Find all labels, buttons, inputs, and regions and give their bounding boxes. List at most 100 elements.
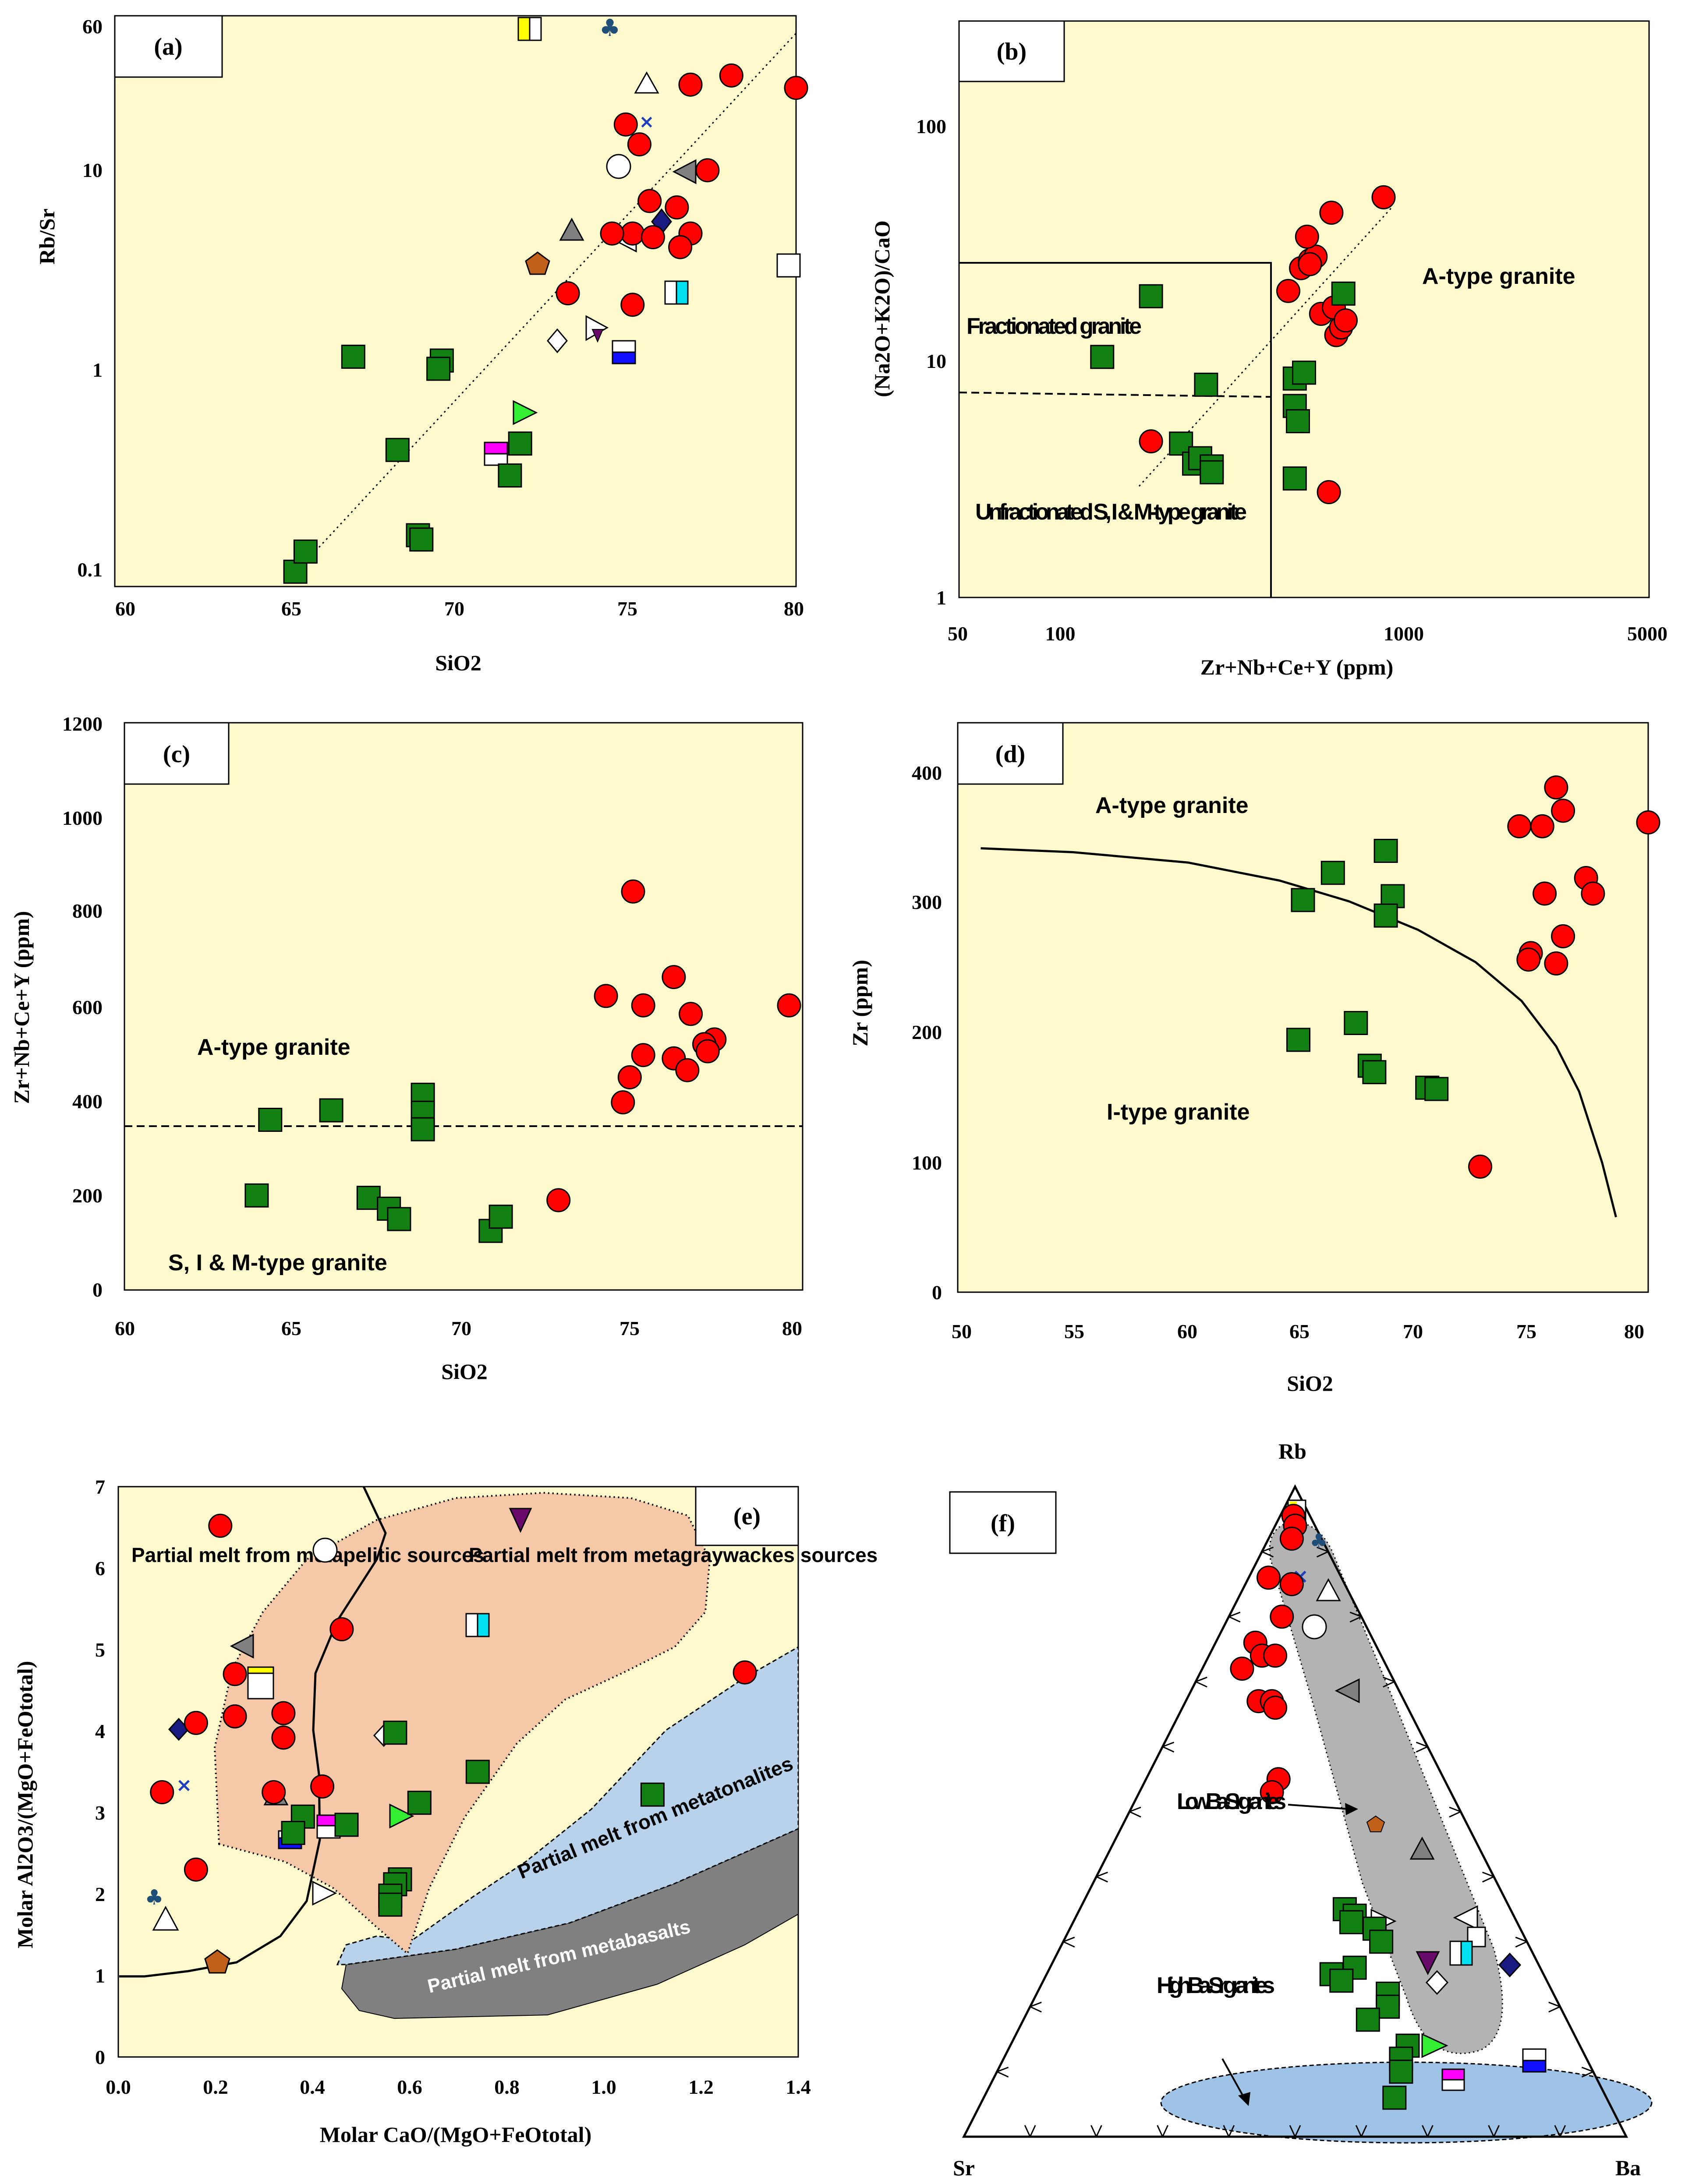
panel-e-circle-point (223, 1662, 247, 1686)
panel-f-annotation: High Ba-Sr granites (1157, 1973, 1275, 1998)
panel-f-square-point (1382, 2085, 1407, 2110)
panel-c-label-box (124, 722, 230, 785)
panel-b-x-tick: 1000 (1384, 622, 1424, 645)
panel-d-circle-point (1581, 881, 1605, 906)
panel-f-vertex-top: Rb (1278, 1439, 1306, 1463)
panel-c-circle-point (617, 1065, 642, 1089)
ternary-tick (1581, 2071, 1594, 2078)
ternary-tick (1349, 1616, 1362, 1623)
panel-e-x-tick: 1.4 (786, 2076, 811, 2098)
panel-e-annotation: Partial melt from metagraywackes sources (469, 1544, 878, 1566)
panel-b-y-tick: 10 (926, 350, 946, 372)
panel-f-grey-left-triangle (1335, 1678, 1360, 1703)
panel-a: (a) ♣ × 60 65 70 (35, 14, 808, 675)
panel-a-square-point (409, 527, 434, 552)
panel-f-vertex-left: Sr (953, 2156, 975, 2180)
panel-b-plot-area (958, 20, 1650, 598)
ternary-tick (1261, 1551, 1274, 1558)
panel-b-square-point (1194, 372, 1218, 397)
ternary-tick (1294, 2125, 1301, 2137)
panel-b-x-axis-title: Zr+Nb+Ce+Y (ppm) (1200, 655, 1394, 679)
panel-a-y-tick: 10 (82, 159, 103, 181)
panel-d-x-tick: 50 (952, 1320, 972, 1343)
panel-c-circle-point (546, 1188, 571, 1212)
panel-e-circle-point (208, 1513, 233, 1538)
panel-c-square-point (411, 1117, 435, 1141)
panel-c: (c) A-type granite S, I & M-type granite… (9, 713, 804, 1384)
panel-a-circle-point (719, 63, 743, 88)
panel-b-fractionated-boundary (959, 262, 1272, 597)
panel-f-square-point (1339, 1910, 1363, 1934)
panel-c-y-tick: 0 (92, 1279, 103, 1301)
panel-e-y-tick: 3 (95, 1802, 105, 1824)
panel-a-x-axis-title: SiO2 (435, 650, 481, 675)
ternary-tick (1548, 2001, 1561, 2007)
panel-c-y-tick: 1000 (62, 807, 103, 829)
panel-a-club-icon: ♣ (599, 14, 620, 42)
ternary-tick (997, 2067, 1009, 2073)
panel-a-square-point (426, 357, 451, 381)
panel-d-x-tick: 55 (1064, 1320, 1084, 1343)
panel-a-square-point (508, 431, 532, 456)
panel-f: (f) ♣ × L (949, 1439, 1653, 2180)
panel-f-ticks (996, 1546, 1594, 2137)
panel-a-x-tick: 70 (444, 597, 464, 620)
panel-c-square-point (244, 1183, 269, 1208)
panel-e-circle-point (262, 1780, 286, 1804)
panel-d-square-point (1291, 888, 1315, 912)
panel-c-circle-point (695, 1039, 720, 1064)
panel-a-open-square (776, 253, 801, 278)
panel-b: (b) Fractionated granite Unfractionated … (870, 20, 1667, 679)
panel-a-blue-square-half (612, 351, 636, 364)
panel-e-x-tick: 0.2 (203, 2076, 228, 2098)
panel-e-square-point (407, 1791, 432, 1815)
panel-c-y-tick: 800 (72, 900, 103, 922)
panel-b-x-tick: 100 (1045, 622, 1076, 645)
panel-a-circle-point (620, 293, 645, 317)
panel-c-x-axis-title: SiO2 (441, 1359, 488, 1384)
panel-a-x-tick: 65 (281, 597, 301, 620)
ternary-tick (1383, 1681, 1395, 1688)
panel-d-label: (d) (995, 741, 1025, 768)
ternary-tick (1449, 1811, 1461, 1818)
panel-e-metapelite-boundary (119, 1486, 387, 1978)
panel-c-circle-point (631, 1043, 655, 1067)
panel-b-square-point (1282, 466, 1307, 491)
panel-e-circle-point (184, 1857, 208, 1882)
panel-a-y-tick: 0.1 (78, 558, 103, 581)
panel-c-y-tick: 1200 (62, 713, 103, 735)
ternary-tick (1515, 1937, 1527, 1943)
panel-a-circle-point (695, 158, 720, 183)
panel-b-circle-point (1139, 429, 1163, 454)
panel-f-open-left-triangle (1453, 1905, 1478, 1930)
panel-a-x-tick: 60 (115, 597, 135, 620)
panel-c-x-tick: 80 (782, 1317, 802, 1339)
panel-a-magenta-square-half (484, 442, 508, 455)
panel-f-vertex-right: Ba (1615, 2156, 1641, 2180)
panel-b-circle-point (1334, 308, 1358, 332)
panel-c-circle-point (611, 1090, 635, 1115)
panel-e-open-circle (312, 1537, 338, 1563)
panel-c-circle-point (631, 993, 655, 1018)
panel-b-square-point (1286, 409, 1310, 434)
panel-f-annotation: Low Ba-Sr granites (1177, 1789, 1286, 1814)
ternary-tick (1096, 1871, 1108, 1877)
ternary-tick (1482, 1876, 1494, 1883)
panel-e-label-box (695, 1486, 799, 1546)
panel-f-circle-point (1257, 1566, 1281, 1590)
panel-b-label: (b) (997, 38, 1027, 65)
ternary-tick (1129, 1806, 1141, 1813)
panel-b-square-point (1292, 360, 1316, 385)
panel-d-circle-point (1507, 814, 1532, 838)
ternary-tick (1289, 2125, 1296, 2137)
ternary-tick (1316, 1551, 1329, 1558)
panel-a-trend-line (293, 32, 797, 575)
panel-e-circle-point (223, 1704, 247, 1728)
panel-f-square-point (1356, 2007, 1380, 2032)
panel-d-y-axis-title: Zr (ppm) (848, 960, 872, 1046)
panel-e-cyan-square-half (477, 1613, 490, 1637)
ternary-tick (1030, 2006, 1042, 2013)
panel-d-circle-point (1551, 924, 1575, 948)
panel-a-y-tick: 60 (82, 15, 103, 38)
ternary-tick (1261, 1546, 1274, 1552)
